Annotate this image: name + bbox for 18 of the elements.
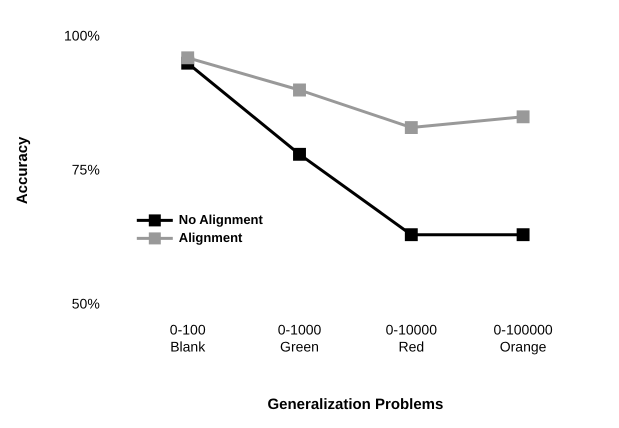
x-tick-label: 0-10000 Red — [386, 322, 438, 354]
x-tick-label: 0-1000 Green — [278, 322, 322, 354]
point — [516, 228, 530, 242]
point — [293, 148, 306, 161]
legend-label: Alignment — [178, 230, 244, 245]
x-tick-label: 0-100000 Orange — [494, 322, 553, 354]
y-axis-title: Accuracy — [14, 136, 32, 204]
y-tick-label: 100% — [64, 27, 100, 44]
x-tick-label: 0-100 Blank — [170, 322, 206, 354]
y-tick-label: 50% — [72, 295, 100, 312]
point — [516, 110, 530, 124]
point — [293, 84, 306, 96]
point — [404, 228, 418, 242]
x-axis-title: Generalization Problems — [267, 396, 444, 414]
point — [181, 51, 194, 64]
y-tick-label: 75% — [72, 161, 100, 178]
legend-label: No Alignment — [178, 212, 264, 227]
point — [404, 121, 418, 134]
